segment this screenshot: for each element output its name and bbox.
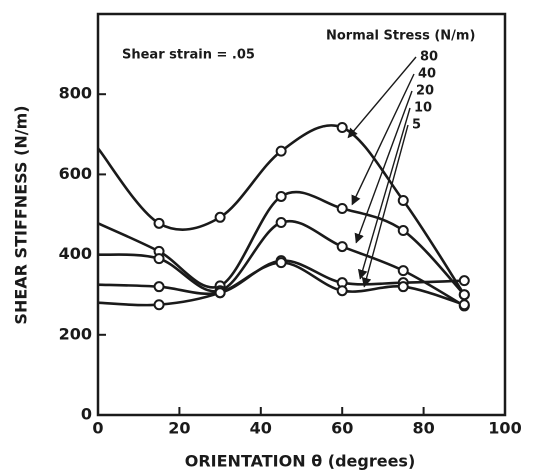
x-tick-label: 40 — [250, 419, 272, 438]
data-point — [275, 257, 287, 269]
data-point — [153, 217, 165, 229]
legend-label: 20 — [416, 84, 434, 99]
data-point — [397, 281, 409, 293]
legend-arrow — [351, 73, 415, 206]
legend-label: 10 — [414, 101, 432, 116]
legend-label: 5 — [412, 118, 421, 133]
x-tick-label: 80 — [412, 419, 434, 438]
data-point — [336, 202, 348, 214]
y-axis-label: SHEAR STIFFNESS (N/m) — [12, 105, 31, 324]
x-tick-label: 0 — [92, 419, 103, 438]
data-point — [397, 265, 409, 277]
data-point — [153, 253, 165, 265]
data-point — [336, 285, 348, 297]
legend-arrow — [347, 56, 417, 139]
legend-arrow — [357, 107, 411, 280]
data-point — [458, 289, 470, 301]
y-tick-label: 200 — [59, 324, 92, 343]
y-tick-label: 0 — [81, 405, 92, 424]
legend-label: 80 — [420, 50, 438, 65]
legend-title: Normal Stress (N/m) — [326, 29, 475, 44]
annotation: Shear strain = .05 — [122, 48, 255, 63]
y-tick-label: 800 — [59, 84, 92, 103]
y-tick-label: 400 — [59, 244, 92, 263]
data-point — [397, 194, 409, 206]
x-tick-label: 20 — [168, 419, 190, 438]
legend-arrow — [354, 90, 413, 244]
data-point — [275, 217, 287, 229]
x-axis-label: ORIENTATION θ (degrees) — [185, 452, 416, 471]
legend-arrow — [361, 124, 409, 288]
data-point — [153, 299, 165, 311]
data-point — [458, 275, 470, 287]
x-tick-label: 100 — [488, 419, 521, 438]
data-point — [336, 121, 348, 133]
data-point — [458, 299, 470, 311]
data-point — [153, 281, 165, 293]
plot-frame — [96, 12, 507, 417]
data-point — [214, 211, 226, 223]
series-line — [97, 261, 465, 307]
data-point — [397, 225, 409, 237]
x-tick-label: 60 — [331, 419, 353, 438]
y-tick-label: 600 — [59, 164, 92, 183]
data-point — [275, 145, 287, 157]
data-point — [275, 190, 287, 202]
data-point — [336, 241, 348, 253]
data-point — [214, 287, 226, 299]
legend-label: 40 — [418, 67, 436, 82]
